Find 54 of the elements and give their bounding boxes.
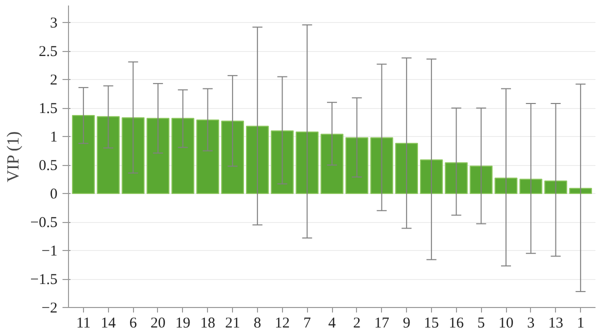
y-axis-title: VIP (1) (3, 131, 22, 182)
bar (345, 137, 368, 194)
bar (370, 137, 394, 194)
bar (519, 178, 542, 194)
x-tick-label: 6 (129, 316, 138, 330)
bar (146, 118, 170, 194)
x-tick-label: 15 (424, 316, 439, 330)
x-tick-label: 2 (353, 316, 361, 330)
bar (196, 120, 220, 194)
y-tick-label: −1.5 (30, 272, 58, 288)
x-tick-label: 8 (254, 316, 262, 330)
x-tick-label: 12 (274, 316, 290, 330)
x-tick-label: 10 (498, 316, 514, 330)
y-tick-label: 1.5 (38, 101, 58, 118)
x-tick-label: 14 (100, 316, 116, 330)
x-tick-label: 1 (576, 316, 584, 330)
bar (569, 188, 592, 194)
bar (221, 120, 244, 194)
y-tick-label: −2 (42, 300, 58, 316)
bar (395, 142, 418, 194)
y-tick-label: 2.5 (38, 44, 58, 60)
x-tick-label: 5 (477, 316, 485, 330)
x-tick-label: 4 (328, 316, 336, 330)
y-tick-label: 2 (50, 72, 58, 89)
x-tick-label: 3 (527, 316, 535, 330)
y-tick-label: −0.5 (30, 215, 58, 232)
bar (171, 118, 194, 194)
bar (320, 134, 344, 194)
x-tick-label: 7 (303, 316, 312, 330)
y-tick-label: 0.5 (38, 158, 58, 174)
x-tick-label: 17 (374, 316, 390, 330)
y-tick-label: 3 (50, 16, 58, 32)
bar (470, 166, 493, 194)
bar (420, 159, 443, 194)
bar (246, 126, 269, 194)
x-tick-label: 20 (150, 316, 166, 330)
bar (72, 114, 95, 194)
bar (544, 180, 568, 194)
bar (444, 162, 468, 194)
bar (296, 132, 319, 194)
bar (270, 130, 294, 194)
x-tick-label: 21 (225, 316, 240, 330)
x-tick-label: 11 (76, 316, 91, 330)
x-tick-label: 13 (548, 316, 564, 330)
bar (494, 178, 518, 194)
y-tick-label: 1 (50, 130, 58, 146)
x-tick-label: 19 (175, 316, 190, 330)
x-tick-label: 18 (200, 316, 216, 330)
bar (122, 117, 145, 194)
y-tick-label: −1 (42, 244, 58, 260)
x-tick-label: 9 (402, 316, 410, 330)
y-tick-label: 0 (50, 186, 58, 203)
bar (96, 116, 120, 194)
x-tick-label: 16 (448, 316, 464, 330)
